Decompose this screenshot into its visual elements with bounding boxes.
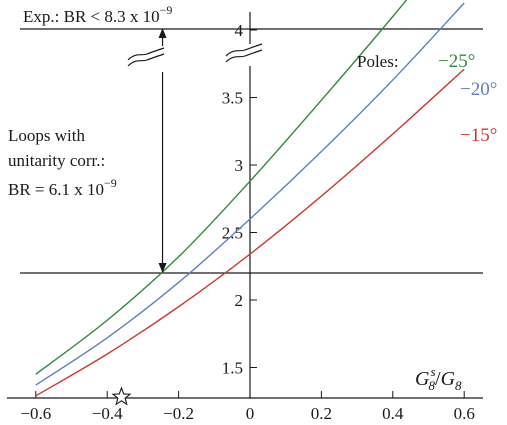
x-label-g: G bbox=[415, 368, 430, 390]
y-tick-label: 1.5 bbox=[222, 359, 243, 378]
arrow-up-head bbox=[158, 28, 167, 38]
series-line bbox=[35, 0, 408, 375]
loops-label-line2: unitarity corr.: bbox=[8, 151, 105, 170]
x-tick-label: −0.6 bbox=[20, 404, 51, 423]
loops-label-line1: Loops with bbox=[8, 126, 85, 145]
x-tick-label: −0.4 bbox=[92, 404, 123, 423]
loops-value-text: BR = 6.1 x 10 bbox=[8, 180, 104, 199]
exp-limit-text: Exp.: BR < 8.3 x 10 bbox=[23, 7, 160, 26]
x-tick-label: −0.2 bbox=[163, 404, 194, 423]
arrow-break-mark bbox=[127, 53, 165, 67]
y-axis-break-mark bbox=[225, 49, 263, 63]
x-axis-label: Gs 8/G8 bbox=[415, 364, 462, 393]
x-label-slash: / bbox=[435, 368, 441, 390]
loops-label-line3: BR = 6.1 x 10−9 bbox=[8, 176, 117, 199]
arrow-down-head bbox=[158, 263, 167, 273]
legend-entry-25: −25° bbox=[438, 51, 475, 72]
y-tick-label: 2 bbox=[235, 291, 244, 310]
x-tick-label: 0 bbox=[246, 404, 255, 423]
y-axis-break-mark bbox=[225, 43, 263, 57]
x-label-g2: G bbox=[441, 368, 456, 390]
arrow-break-mark bbox=[127, 47, 165, 61]
x-tick-label: 0.2 bbox=[311, 404, 332, 423]
series-line bbox=[35, 2, 465, 386]
legend-title: Poles: bbox=[357, 52, 399, 71]
y-tick-label: 2.5 bbox=[222, 224, 243, 243]
x-ticks: −0.6 −0.4 −0.2 0 0.2 0.4 0.6 bbox=[20, 391, 475, 423]
x-tick-label: 0.6 bbox=[454, 404, 475, 423]
y-tick-label: 3 bbox=[235, 156, 244, 175]
series-line bbox=[35, 68, 465, 397]
legend-entry-15: −15° bbox=[460, 125, 497, 146]
exp-limit-exponent: −9 bbox=[160, 3, 173, 17]
loops-value-exponent: −9 bbox=[104, 176, 117, 190]
x-label-sub2: 8 bbox=[455, 378, 462, 393]
series-group bbox=[35, 0, 465, 397]
exp-limit-label: Exp.: BR < 8.3 x 10−9 bbox=[23, 3, 172, 26]
x-label-sub: 8 bbox=[429, 378, 436, 393]
y-tick-label: 4 bbox=[235, 21, 244, 40]
y-tick-label: 3.5 bbox=[222, 89, 243, 108]
x-label-sup: s bbox=[430, 364, 435, 379]
star-marker bbox=[111, 386, 132, 406]
x-tick-label: 0.4 bbox=[382, 404, 404, 423]
y-ticks: 1.5 2 2.5 3 3.5 4 bbox=[222, 21, 257, 378]
legend-entry-20: −20° bbox=[460, 79, 497, 100]
